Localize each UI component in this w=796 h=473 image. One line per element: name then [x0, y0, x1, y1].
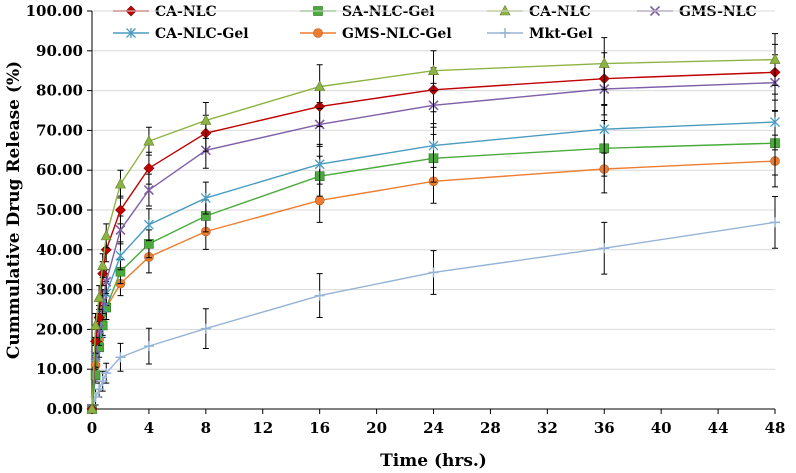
y-tick-label: 90.00 — [36, 42, 83, 60]
x-tick-label: 12 — [252, 419, 273, 437]
series-ca-nlc-2 — [86, 33, 781, 414]
y-tick-label: 20.00 — [36, 320, 83, 338]
data-point — [314, 159, 325, 170]
data-point — [115, 224, 126, 235]
legend-item: SA-NLC-Gel — [300, 4, 435, 20]
x-axis-ticks: 0 4 8 12 16 20 24 28 32 36 40 44 48 — [87, 409, 786, 437]
legend-marker — [313, 28, 323, 38]
data-point — [143, 135, 155, 146]
series-line — [91, 58, 776, 410]
data-point — [428, 140, 439, 151]
series-mkt-gel-6 — [87, 195, 780, 414]
legend-item: GMS-NLC — [637, 4, 757, 20]
x-tick-label: 4 — [144, 419, 154, 437]
data-point — [97, 259, 109, 271]
y-tick-label: 10.00 — [36, 360, 83, 378]
legend-label: CA-NLC-Gel — [155, 26, 249, 42]
y-tick-label: 0.00 — [46, 400, 83, 418]
legend: CA-NLC SA-NLC-Gel CA-NLC GMS-NLC CA-NLC-Gel G… — [113, 4, 757, 42]
legend-marker — [499, 4, 511, 16]
legend-label: CA-NLC — [529, 4, 591, 20]
data-point — [769, 53, 781, 64]
y-axis-ticks: 0.00 10.00 20.00 30.00 40.00 50.00 60.00 70.00 8… — [26, 2, 92, 418]
data-point — [115, 250, 126, 261]
data-point — [200, 193, 211, 204]
x-tick-label: 36 — [594, 419, 615, 437]
data-point — [143, 341, 154, 352]
data-point — [428, 64, 439, 75]
x-tick-label: 0 — [87, 419, 97, 437]
data-point — [94, 384, 105, 395]
data-point — [428, 267, 439, 278]
legend-item: GMS-NLC-Gel — [300, 26, 452, 42]
data-point — [599, 124, 610, 135]
y-tick-label: 60.00 — [36, 161, 83, 179]
data-point — [114, 177, 126, 189]
legend-item: Mkt-Gel — [487, 26, 593, 42]
legend-item: CA-NLC-Gel — [113, 26, 249, 42]
series-line — [91, 81, 776, 410]
x-axis-title: Time (hrs.) — [380, 451, 487, 471]
data-point — [314, 80, 326, 91]
legend-marker — [500, 28, 510, 38]
series-layer — [86, 33, 781, 415]
y-tick-label: 100.00 — [26, 2, 83, 20]
legend-label: GMS-NLC-Gel — [342, 26, 452, 42]
data-point — [101, 368, 112, 379]
x-tick-label: 32 — [537, 419, 558, 437]
legend-marker — [126, 28, 136, 38]
data-point — [101, 276, 112, 287]
legend-label: CA-NLC — [155, 4, 217, 20]
data-point — [93, 291, 105, 302]
y-tick-label: 70.00 — [36, 121, 83, 139]
data-point — [200, 114, 212, 125]
series-ca-nlc-0 — [86, 43, 781, 415]
data-point — [143, 162, 155, 174]
data-point — [770, 217, 780, 228]
legend-item: CA-NLC — [487, 4, 591, 20]
x-tick-label: 16 — [309, 419, 330, 437]
data-point — [770, 117, 780, 128]
data-point — [115, 204, 126, 216]
legend-label: GMS-NLC — [679, 4, 757, 20]
x-tick-label: 44 — [708, 419, 729, 437]
data-point — [143, 219, 154, 230]
x-tick-label: 24 — [423, 419, 444, 437]
y-tick-label: 80.00 — [36, 82, 83, 100]
x-tick-label: 40 — [651, 419, 672, 437]
x-tick-label: 28 — [480, 419, 501, 437]
data-point — [97, 376, 108, 387]
data-point — [314, 195, 325, 206]
data-point — [314, 290, 325, 301]
y-tick-label: 40.00 — [36, 241, 83, 259]
data-point — [143, 185, 154, 196]
x-tick-label: 20 — [366, 419, 387, 437]
data-point — [599, 243, 610, 254]
data-point — [86, 402, 98, 414]
data-point — [200, 323, 211, 334]
data-point — [90, 319, 102, 330]
data-point — [115, 352, 126, 363]
y-tick-label: 50.00 — [36, 201, 83, 219]
legend-label: Mkt-Gel — [529, 26, 593, 42]
y-tick-label: 30.00 — [36, 281, 83, 299]
data-point — [90, 350, 101, 361]
x-tick-label: 8 — [201, 419, 211, 437]
legend-item: CA-NLC — [113, 4, 217, 20]
data-point — [100, 229, 112, 241]
data-point — [90, 370, 101, 380]
y-axis-title: Cummulative Drug Release (%) — [4, 61, 24, 359]
x-tick-label: 48 — [765, 419, 786, 437]
legend-label: SA-NLC-Gel — [342, 4, 435, 20]
data-point — [598, 57, 610, 68]
